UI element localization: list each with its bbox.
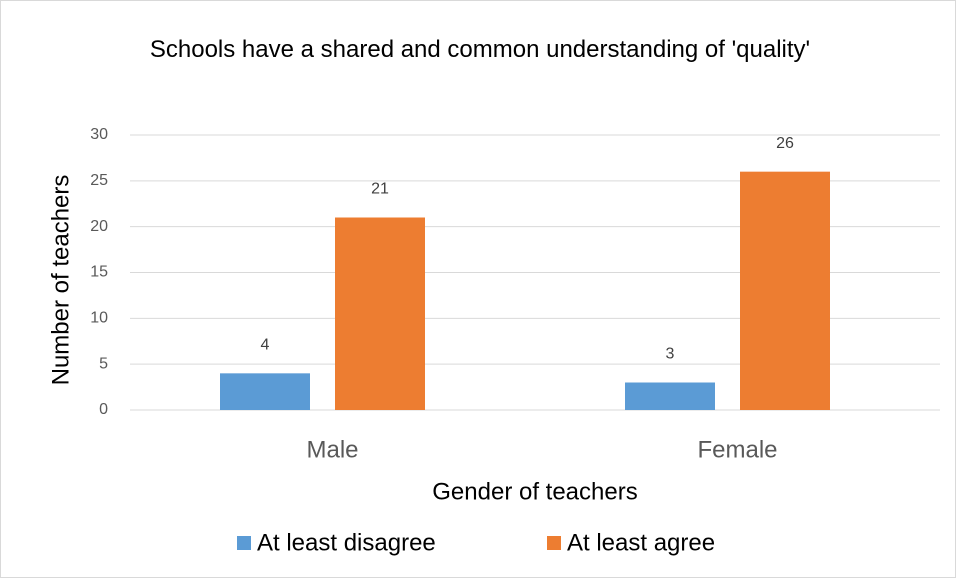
y-axis-label: Number of teachers xyxy=(47,175,74,386)
data-label: 3 xyxy=(666,346,675,363)
legend-label: At least disagree xyxy=(257,529,436,556)
data-label: 26 xyxy=(776,135,794,152)
y-tick-label: 5 xyxy=(99,355,108,372)
chart-title: Schools have a shared and common underst… xyxy=(149,36,811,63)
data-label: 21 xyxy=(371,181,389,198)
bar xyxy=(220,373,310,410)
y-tick-label: 15 xyxy=(90,264,108,281)
y-tick-label: 25 xyxy=(90,172,108,189)
bar xyxy=(335,217,425,410)
y-tick-label: 30 xyxy=(90,126,108,143)
y-tick-label: 10 xyxy=(90,310,108,327)
y-tick-label: 0 xyxy=(99,401,108,418)
legend-swatch xyxy=(237,536,251,550)
bar xyxy=(740,171,830,410)
x-tick-label: Female xyxy=(697,436,777,463)
legend-label: At least agree xyxy=(567,529,715,556)
bar xyxy=(625,382,715,410)
x-tick-label: Male xyxy=(306,436,358,463)
x-axis-label: Gender of teachers xyxy=(432,478,637,505)
legend-swatch xyxy=(547,536,561,550)
data-label: 4 xyxy=(261,337,270,354)
y-tick-label: 20 xyxy=(90,218,108,235)
